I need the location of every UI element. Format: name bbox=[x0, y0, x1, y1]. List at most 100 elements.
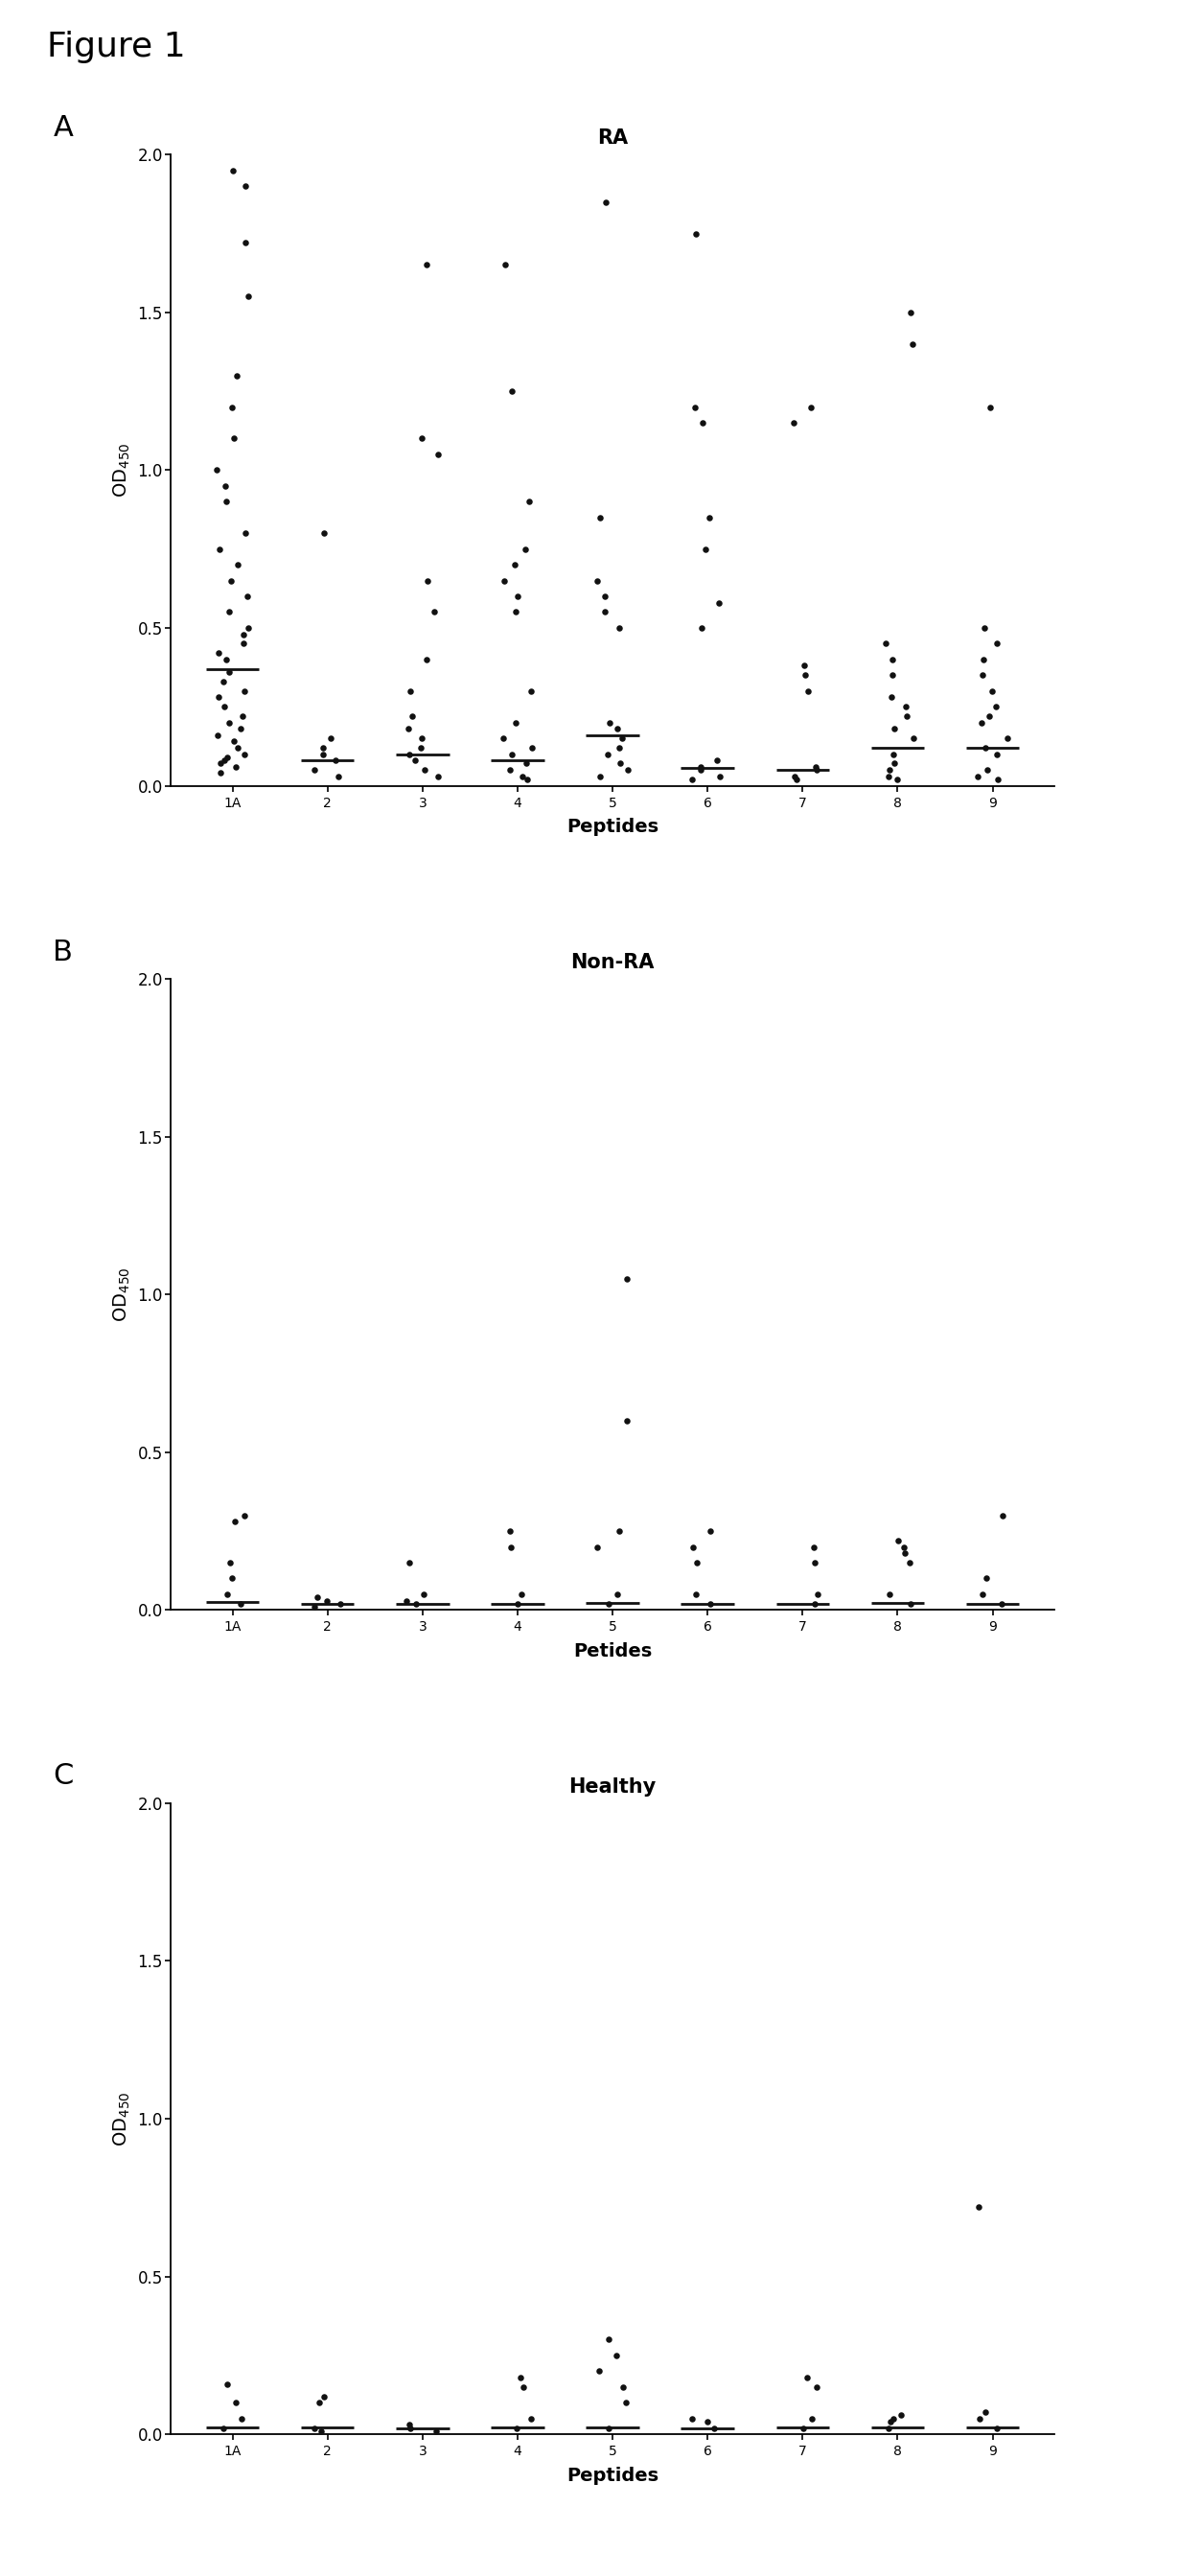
Point bbox=[233, 696, 252, 737]
Point bbox=[417, 245, 436, 286]
Point bbox=[805, 1543, 823, 1584]
Point bbox=[884, 639, 902, 680]
Point bbox=[880, 1574, 899, 1615]
Point bbox=[225, 417, 244, 459]
Point bbox=[417, 639, 436, 680]
Point bbox=[691, 750, 710, 791]
Point bbox=[610, 726, 629, 768]
Point bbox=[218, 737, 237, 778]
Point bbox=[494, 719, 512, 760]
Text: B: B bbox=[53, 938, 73, 966]
Point bbox=[225, 1502, 244, 1543]
Y-axis label: OD$_{450}$: OD$_{450}$ bbox=[112, 1267, 132, 1321]
Point bbox=[220, 1543, 239, 1584]
Point bbox=[885, 734, 904, 775]
Point bbox=[311, 2411, 330, 2452]
Text: Figure 1: Figure 1 bbox=[47, 31, 186, 64]
Point bbox=[973, 1574, 992, 1615]
Point bbox=[429, 433, 448, 474]
Point bbox=[399, 734, 418, 775]
Point bbox=[207, 448, 226, 489]
Point bbox=[214, 662, 233, 703]
Point bbox=[406, 1584, 425, 1625]
Point bbox=[616, 2383, 635, 2424]
Point bbox=[225, 721, 244, 762]
Y-axis label: OD$_{450}$: OD$_{450}$ bbox=[112, 2092, 132, 2146]
Point bbox=[710, 755, 729, 796]
X-axis label: Petides: Petides bbox=[574, 1641, 651, 1662]
Point bbox=[987, 2409, 1006, 2450]
Point bbox=[237, 222, 256, 263]
Point bbox=[608, 1574, 627, 1615]
Point bbox=[993, 1494, 1012, 1535]
Point bbox=[305, 750, 324, 791]
Point bbox=[516, 528, 535, 569]
Point bbox=[806, 1584, 825, 1625]
Point bbox=[595, 592, 614, 634]
Point bbox=[315, 513, 333, 554]
Point bbox=[429, 755, 448, 796]
Point bbox=[879, 755, 898, 796]
Point bbox=[519, 482, 538, 523]
Point bbox=[696, 528, 715, 569]
Point bbox=[885, 742, 904, 783]
Point bbox=[879, 2409, 898, 2450]
Point bbox=[216, 685, 234, 726]
Point bbox=[885, 708, 904, 750]
Point bbox=[799, 670, 818, 711]
Point bbox=[880, 750, 899, 791]
Point bbox=[982, 670, 1001, 711]
Point bbox=[876, 623, 895, 665]
Point bbox=[975, 2391, 994, 2432]
Point bbox=[224, 149, 243, 191]
Point bbox=[588, 1525, 607, 1566]
Point bbox=[234, 670, 253, 711]
Point bbox=[508, 2409, 527, 2450]
Point bbox=[971, 2398, 990, 2439]
Point bbox=[900, 1543, 919, 1584]
Point bbox=[618, 750, 637, 791]
Point bbox=[687, 214, 706, 255]
Point bbox=[795, 644, 814, 685]
Point bbox=[509, 574, 528, 616]
Point bbox=[795, 654, 814, 696]
Point bbox=[218, 1574, 237, 1615]
Point bbox=[992, 1584, 1011, 1625]
Point bbox=[998, 719, 1017, 760]
Text: C: C bbox=[53, 1762, 73, 1790]
Point bbox=[601, 701, 620, 742]
Point bbox=[590, 497, 609, 538]
Point bbox=[894, 1525, 913, 1566]
Point bbox=[978, 750, 997, 791]
Point bbox=[972, 701, 991, 742]
Point bbox=[896, 685, 915, 726]
Point bbox=[238, 574, 257, 616]
Point bbox=[807, 2367, 826, 2409]
Point bbox=[209, 714, 227, 755]
Point bbox=[502, 734, 521, 775]
Point bbox=[237, 165, 256, 206]
Point bbox=[701, 1510, 720, 1551]
Point bbox=[588, 559, 607, 600]
Point bbox=[229, 726, 247, 768]
Point bbox=[882, 677, 901, 719]
Point bbox=[313, 734, 332, 775]
Point bbox=[905, 719, 924, 760]
Point bbox=[904, 322, 922, 363]
Point bbox=[401, 2403, 419, 2445]
Point bbox=[802, 386, 821, 428]
Point bbox=[412, 719, 431, 760]
Point bbox=[598, 2409, 617, 2450]
Point bbox=[694, 402, 713, 443]
Point bbox=[310, 2383, 329, 2424]
Point bbox=[974, 639, 993, 680]
Point bbox=[522, 726, 541, 768]
Point bbox=[406, 739, 425, 781]
Point bbox=[610, 608, 629, 649]
Point bbox=[798, 2357, 816, 2398]
Point bbox=[973, 654, 992, 696]
Point bbox=[590, 755, 609, 796]
Point bbox=[217, 482, 236, 523]
Point bbox=[609, 1510, 628, 1551]
Point bbox=[238, 608, 257, 649]
